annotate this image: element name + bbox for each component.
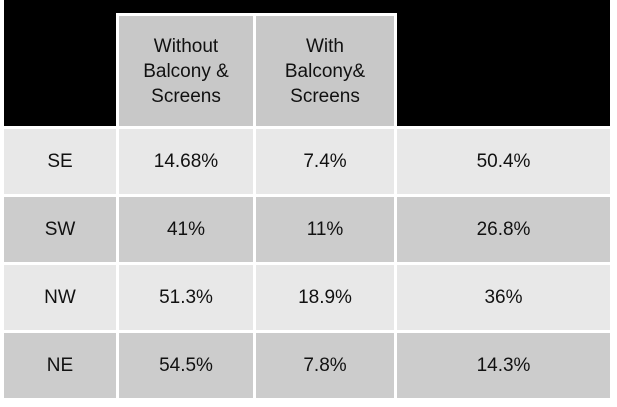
table-cell: 50.4% bbox=[397, 129, 610, 194]
table-cell: 7.4% bbox=[256, 129, 394, 194]
table-cell: 36% bbox=[397, 265, 610, 330]
header-line: With bbox=[306, 35, 344, 57]
table-cell: 11% bbox=[256, 197, 394, 262]
row-label: SE bbox=[4, 129, 116, 194]
header-cell: With Balcony& Screens bbox=[253, 13, 397, 129]
header-line: Screens bbox=[290, 85, 360, 107]
table-cell: 7.8% bbox=[256, 333, 394, 398]
table-cell: 18.9% bbox=[256, 265, 394, 330]
table-cell: 14.68% bbox=[119, 129, 253, 194]
row-label: NW bbox=[4, 265, 116, 330]
row-label: NE bbox=[4, 333, 116, 398]
row-label: SW bbox=[4, 197, 116, 262]
header-line: Balcony& bbox=[284, 60, 366, 82]
table-cell: 54.5% bbox=[119, 333, 253, 398]
header-line: Screens bbox=[151, 85, 221, 107]
table-cell: 14.3% bbox=[397, 333, 610, 398]
table-cell: 51.3% bbox=[119, 265, 253, 330]
table-cell: 41% bbox=[119, 197, 253, 262]
header-cell: Without Balcony & Screens bbox=[116, 13, 256, 129]
header-line: Balcony & bbox=[143, 60, 229, 82]
table-cell: 26.8% bbox=[397, 197, 610, 262]
header-line: Without bbox=[153, 35, 219, 57]
